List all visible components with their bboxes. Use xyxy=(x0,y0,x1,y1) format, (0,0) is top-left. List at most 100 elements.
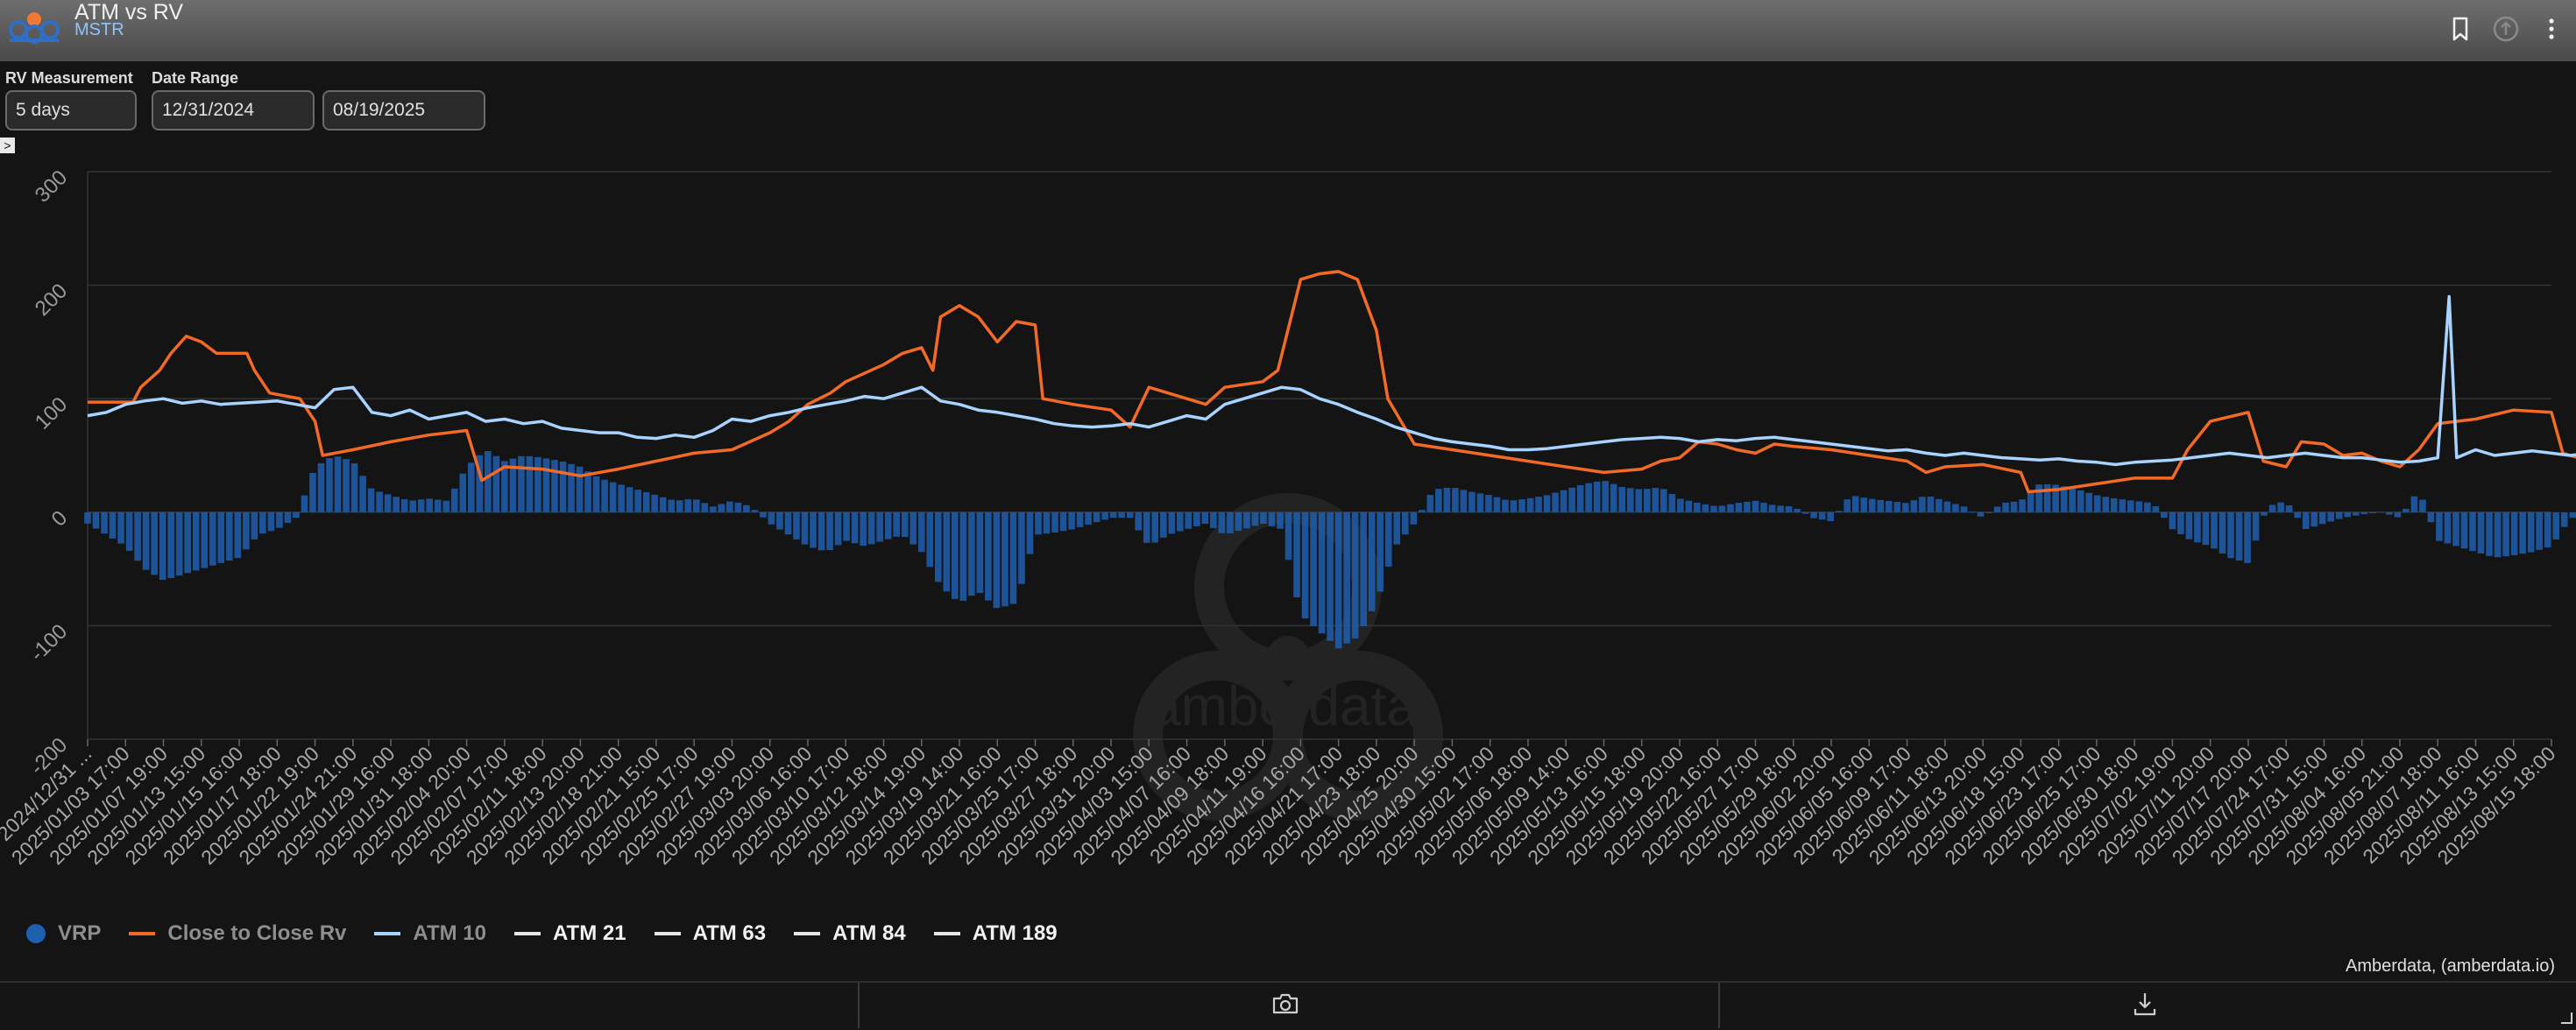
camera-icon[interactable] xyxy=(1270,988,1301,1019)
vrp-bar xyxy=(751,510,759,512)
end-date-input[interactable]: 08/19/2025 xyxy=(322,90,485,131)
vrp-bar xyxy=(710,506,717,512)
atm-10-line xyxy=(87,294,2576,467)
vrp-bar xyxy=(2093,495,2101,512)
vrp-bar xyxy=(2544,511,2551,547)
vrp-bar xyxy=(1201,511,1209,525)
vrp-bar xyxy=(876,511,883,542)
vrp-bar xyxy=(1744,501,1751,512)
date-range-label: Date Range xyxy=(152,69,239,87)
vrp-bar xyxy=(1135,511,1143,531)
vrp-bar xyxy=(1626,488,1634,512)
legend-item-atm-84[interactable]: ATM 84 xyxy=(794,921,906,946)
vrp-bar xyxy=(1051,511,1058,533)
vrp-bar xyxy=(1410,511,1418,525)
vrp-bar xyxy=(917,511,925,553)
vrp-bar xyxy=(175,511,183,576)
vrp-bar xyxy=(926,511,934,568)
vrp-bar xyxy=(1602,481,1609,512)
vrp-bar xyxy=(1401,511,1409,535)
vrp-bar xyxy=(1943,501,1951,512)
vrp-bar xyxy=(1535,497,1542,512)
vrp-bar xyxy=(501,461,508,512)
legend-swatch xyxy=(26,924,46,943)
vrp-bar xyxy=(1893,502,1901,512)
legend-item-atm-10[interactable]: ATM 10 xyxy=(374,921,486,946)
vrp-bar xyxy=(2202,511,2210,546)
vrp-bar xyxy=(234,511,242,559)
vrp-bar xyxy=(350,463,358,512)
legend-item-close-to-close-rv[interactable]: Close to Close Rv xyxy=(129,921,346,946)
vrp-bar xyxy=(2227,511,2234,559)
vrp-bar xyxy=(1301,511,1309,619)
upload-circle-icon[interactable] xyxy=(2490,13,2522,45)
bookmark-icon[interactable] xyxy=(2445,13,2476,45)
vrp-bar xyxy=(692,499,700,512)
vrp-bar xyxy=(1810,511,1817,519)
vrp-bar xyxy=(1585,483,1592,512)
vrp-bar xyxy=(1293,511,1300,597)
vrp-bar xyxy=(642,491,650,512)
vrp-bar xyxy=(2560,511,2568,527)
vrp-bar xyxy=(251,511,258,540)
vrp-bar xyxy=(1460,490,1468,512)
legend-item-atm-21[interactable]: ATM 21 xyxy=(513,921,626,946)
vrp-bar xyxy=(760,511,767,518)
expand-toggle-button[interactable]: > xyxy=(0,138,15,153)
resize-handle-icon[interactable] xyxy=(2559,1011,2573,1025)
vrp-bar xyxy=(1343,511,1350,644)
vrp-bar xyxy=(2318,511,2326,525)
vrp-bar xyxy=(592,476,600,512)
vrp-bar xyxy=(1543,495,1551,512)
vrp-bar xyxy=(943,511,951,592)
vrp-bar xyxy=(801,511,809,545)
vrp-bar xyxy=(2335,511,2343,519)
vrp-bar xyxy=(2360,511,2368,515)
start-date-input[interactable]: 12/31/2024 xyxy=(152,90,315,131)
vrp-bar xyxy=(1660,489,1667,512)
rv-measurement-select[interactable]: 5 days xyxy=(5,90,137,131)
vrp-bar xyxy=(409,500,416,512)
vrp-bar xyxy=(376,491,383,512)
legend-label: VRP xyxy=(58,921,102,945)
vrp-bar xyxy=(1735,503,1743,512)
more-vertical-icon[interactable] xyxy=(2536,13,2567,45)
vrp-bar xyxy=(2127,500,2134,512)
vrp-bar xyxy=(2327,511,2335,522)
vrp-bar xyxy=(684,499,692,512)
vrp-bar xyxy=(1952,504,1959,512)
vrp-bar xyxy=(1318,511,1326,634)
vrp-bar xyxy=(1118,511,1125,519)
vrp-bar xyxy=(1076,511,1084,527)
vrp-bar xyxy=(2027,491,2035,512)
vrp-bar xyxy=(2177,511,2184,534)
legend-item-atm-63[interactable]: ATM 63 xyxy=(654,921,766,946)
vrp-bar xyxy=(1851,496,1859,512)
vrp-bar xyxy=(2010,501,2018,512)
vrp-bar xyxy=(2302,511,2310,529)
vrp-bar xyxy=(467,462,475,512)
download-icon[interactable] xyxy=(2129,988,2161,1019)
vrp-bar xyxy=(2069,488,2076,512)
vrp-bar xyxy=(901,511,909,538)
vrp-bar xyxy=(142,511,150,570)
vrp-bar xyxy=(1885,500,1893,512)
vrp-bar xyxy=(676,500,683,512)
vrp-bar xyxy=(1677,498,1684,512)
vrp-bar xyxy=(334,456,342,512)
legend-item-atm-189[interactable]: ATM 189 xyxy=(933,921,1058,946)
vrp-bar xyxy=(209,511,216,566)
vrp-bar xyxy=(1001,511,1008,607)
vrp-bar xyxy=(2502,511,2509,557)
vrp-bar xyxy=(2052,484,2059,512)
vrp-bar xyxy=(276,511,283,528)
vrp-bar xyxy=(1610,483,1617,512)
vrp-bar xyxy=(1902,503,1909,512)
vrp-bar xyxy=(259,511,266,534)
vrp-bar xyxy=(2261,511,2268,516)
vrp-bar xyxy=(1368,511,1376,611)
vrp-bar xyxy=(2294,511,2301,519)
vrp-bar xyxy=(1210,511,1217,528)
legend-item-vrp[interactable]: VRP xyxy=(26,921,101,946)
vrp-bar xyxy=(2536,511,2543,550)
